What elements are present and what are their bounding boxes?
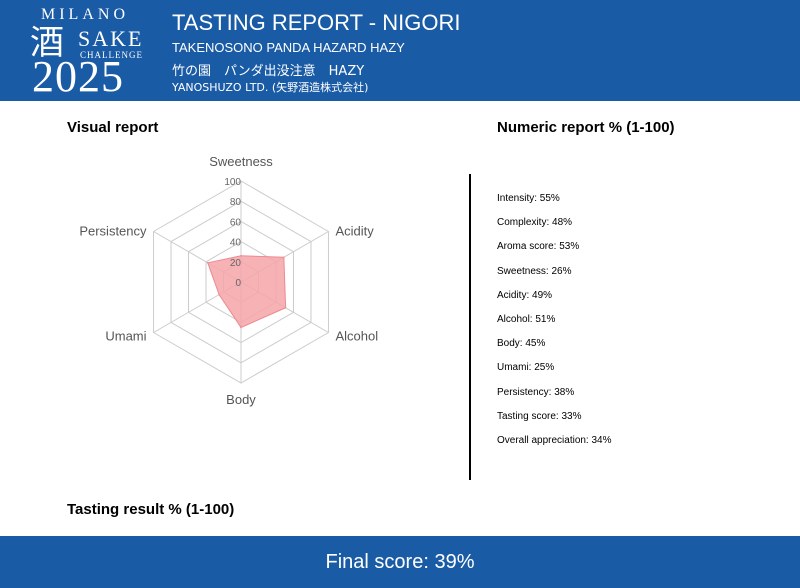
radar-axis-label: Persistency [79, 224, 147, 239]
metric-item: Aroma score: 53% [497, 241, 580, 253]
radar-tick-label: 100 [224, 177, 241, 188]
logo-kanji: 酒 [30, 23, 64, 63]
radar-tick-label: 60 [230, 217, 242, 228]
radar-axis-label: Body [226, 392, 256, 407]
metric-item: Complexity: 48% [497, 217, 573, 229]
radar-axis-label: Sweetness [209, 154, 273, 169]
radar-chart: 0 20 40 60 80 100 Sweetness Acidity Alcohol Body U… [79, 154, 378, 407]
report-header: MILANO 酒 SAKE CHALLENGE 2025 TASTING REP… [0, 0, 800, 101]
radar-tick-label: 0 [235, 278, 241, 289]
final-score: Final score: 39% [325, 551, 475, 573]
radar-tick-label: 20 [230, 258, 242, 269]
radar-axis-label: Acidity [335, 224, 374, 239]
metric-item: Alcohol: 51% [497, 313, 556, 325]
event-logo: MILANO 酒 SAKE CHALLENGE 2025 [20, 2, 150, 100]
metric-item: Body: 45% [497, 338, 546, 350]
radar-axis-label: Alcohol [335, 329, 378, 344]
metric-item: Acidity: 49% [497, 289, 553, 301]
product-name-en: TAKENOSONO PANDA HAZARD HAZY [172, 40, 405, 55]
brewery-name: YANOSHUZO LTD. (矢野酒造株式会社) [172, 81, 369, 94]
metric-item: Intensity: 55% [497, 193, 560, 204]
radar-axis-label: Umami [105, 329, 146, 344]
final-score-banner: Final score: 39% [0, 536, 800, 588]
report-title: TASTING REPORT - NIGORI [172, 10, 461, 35]
metric-item: Sweetness: 26% [497, 265, 572, 277]
radar-data-point [283, 256, 285, 259]
radar-data-point [218, 293, 220, 296]
logo-word: SAKE [78, 26, 144, 51]
metric-item: Persistency: 38% [497, 386, 575, 398]
logo-city: MILANO [41, 6, 129, 23]
metric-item: Tasting score: 33% [497, 410, 582, 422]
radar-data-point [284, 306, 287, 309]
visual-report-title: Visual report [67, 119, 159, 136]
metric-item: Umami: 25% [497, 362, 555, 374]
logo-year: 2025 [32, 52, 124, 101]
radar-tick-label: 80 [230, 197, 242, 208]
radar-data-point [240, 326, 242, 329]
radar-data-point [206, 262, 209, 264]
radar-tick-label: 40 [230, 238, 242, 249]
tasting-result-title: Tasting result % (1-100) [67, 501, 235, 518]
numeric-report-title: Numeric report % (1-100) [497, 119, 675, 136]
radar-data-area [207, 255, 287, 329]
section-divider [469, 174, 471, 480]
product-name-jp: 竹の園 パンダ出没注意 HAZY [172, 64, 365, 79]
metric-item: Overall appreciation: 34% [497, 434, 612, 446]
radar-data-point [240, 254, 242, 257]
logo-sub: CHALLENGE [80, 50, 143, 60]
metrics-list: Intensity: 55% Complexity: 48% Aroma score… [497, 192, 612, 458]
